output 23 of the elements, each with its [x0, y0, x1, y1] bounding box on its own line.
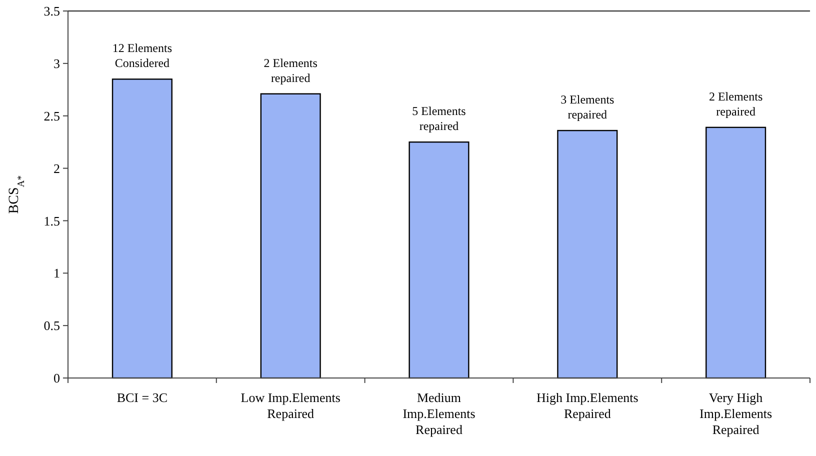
annotation: 2 Elements repaired: [708, 89, 763, 118]
annotation: 3 Elements repaired: [560, 92, 615, 122]
x-tick-label: Low Imp.Elements Repaired: [240, 390, 340, 421]
y-tick-label: 1: [54, 266, 60, 281]
x-tick-label: BCI = 3C: [116, 390, 168, 405]
y-tick-label: 0.5: [44, 318, 60, 334]
x-tick-label: Very High Imp.Elements Repaired: [700, 390, 772, 437]
bar: [706, 126, 766, 379]
y-tick-label: 3.5: [44, 4, 60, 19]
annotation: 12 Elements Considered: [112, 41, 172, 70]
y-tick-label: 2.5: [44, 108, 60, 124]
bar: [408, 141, 470, 379]
y-tick-label: 0: [54, 370, 60, 386]
x-tick-label: High Imp.Elements Repaired: [536, 390, 638, 421]
y-tick-label: 2: [54, 160, 60, 176]
y-tick-label: 1.5: [44, 213, 60, 228]
bar: [260, 93, 321, 379]
y-tick-label: 3: [54, 56, 60, 71]
annotation: 5 Elements repaired: [412, 104, 466, 134]
bar: [557, 130, 618, 379]
x-tick-label: Medium Imp.Elements Repaired: [402, 390, 476, 437]
bar: [112, 78, 172, 379]
annotation: 2 Elements repaired: [264, 56, 318, 85]
